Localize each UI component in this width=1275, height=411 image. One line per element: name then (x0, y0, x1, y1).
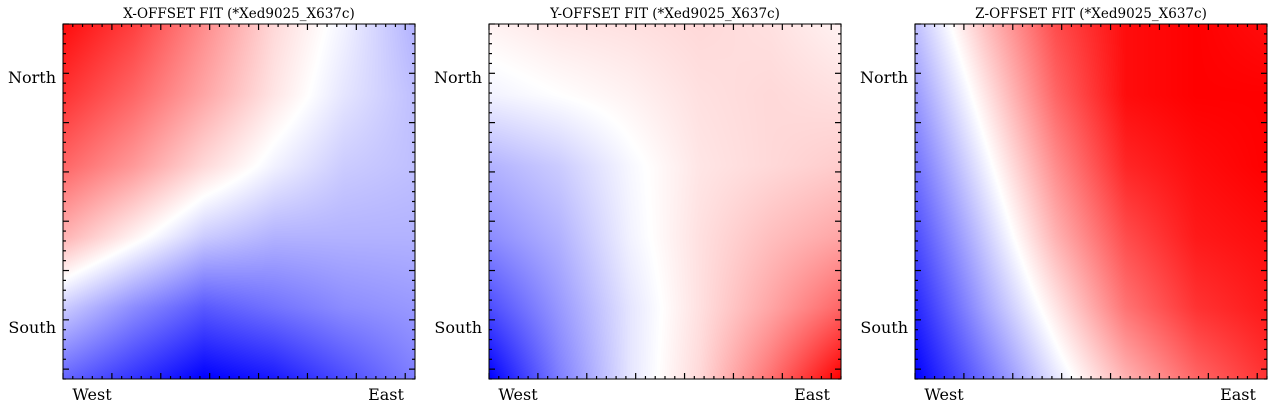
x-tick-label-west: West (498, 385, 538, 404)
heatmap-canvas (915, 24, 1267, 379)
tick-marks (62, 23, 416, 380)
panel-title: X-OFFSET FIT (*Xed9025_X637c) (123, 6, 354, 22)
heatmap-plot-area (63, 24, 415, 379)
x-tick-label-east: East (368, 385, 404, 404)
heatmap-plot-area (489, 24, 841, 379)
tick-marks (914, 23, 1268, 380)
x-tick-label-west: West (72, 385, 112, 404)
heatmap-plot-area (915, 24, 1267, 379)
panel-x-offset: X-OFFSET FIT (*Xed9025_X637c) North Sout… (8, 6, 416, 404)
panel-title: Z-OFFSET FIT (*Xed9025_X637c) (975, 6, 1207, 22)
y-tick-label-south: South (434, 318, 482, 337)
y-tick-label-south: South (860, 318, 908, 337)
heatmap-canvas (63, 24, 415, 379)
panel-title: Y-OFFSET FIT (*Xed9025_X637c) (549, 6, 780, 22)
x-tick-label-east: East (794, 385, 830, 404)
y-tick-label-north: North (8, 68, 56, 87)
y-tick-label-south: South (8, 318, 56, 337)
x-tick-label-east: East (1220, 385, 1256, 404)
y-tick-label-north: North (434, 68, 482, 87)
panel-z-offset: Z-OFFSET FIT (*Xed9025_X637c) North Sout… (860, 6, 1268, 404)
heatmap-canvas (489, 24, 841, 379)
panel-y-offset: Y-OFFSET FIT (*Xed9025_X637c) North Sout… (434, 6, 842, 404)
tick-marks (488, 23, 842, 380)
x-tick-label-west: West (924, 385, 964, 404)
y-tick-label-north: North (860, 68, 908, 87)
